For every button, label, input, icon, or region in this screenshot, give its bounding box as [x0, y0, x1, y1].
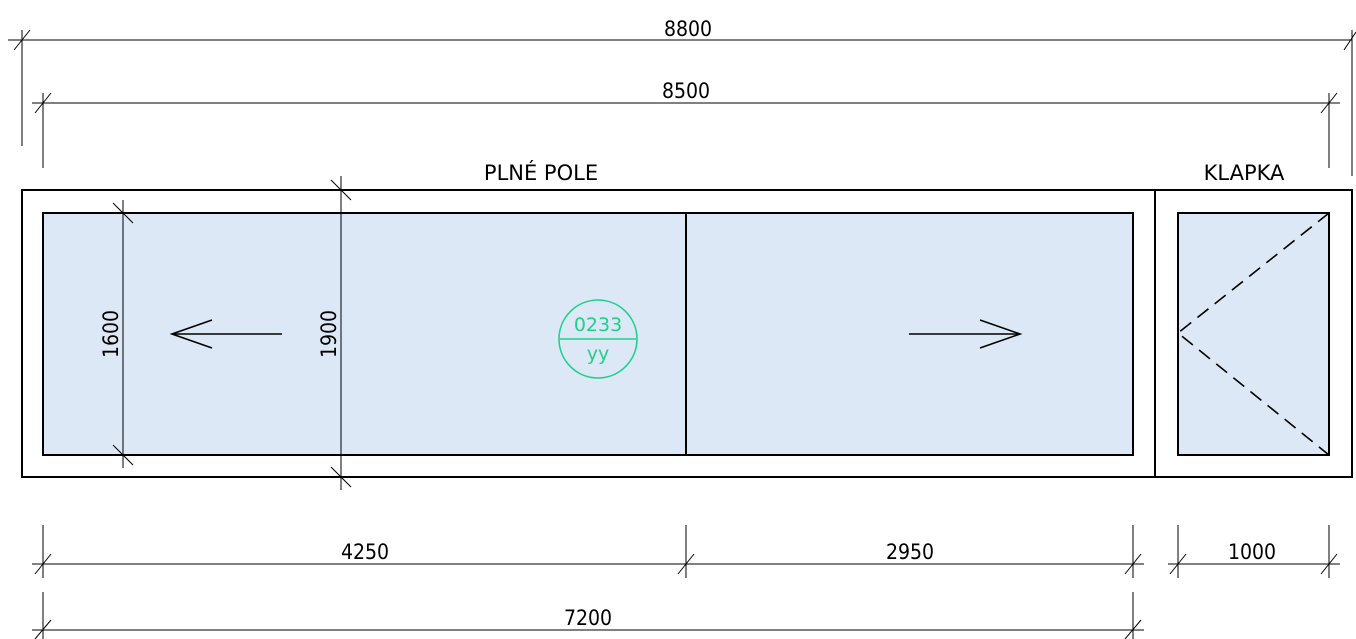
arrow-left-icon	[169, 319, 282, 349]
dimension-text-8800: 8800	[664, 17, 712, 41]
dimension-height-inner: 1600	[99, 200, 134, 468]
dimension-tick	[1169, 553, 1187, 575]
dimension-tick	[1124, 553, 1142, 575]
dimension-text-2950: 2950	[886, 540, 934, 564]
dimension-tick	[1320, 92, 1338, 114]
flap-glass-pane	[1177, 212, 1330, 456]
dimension-tick	[34, 92, 52, 114]
label-flap: KLAPKA	[1204, 161, 1285, 185]
dimension-flap-width: 1000	[1168, 525, 1340, 578]
dimension-tick	[112, 202, 134, 224]
arrow-right-icon	[909, 319, 1023, 349]
tag-sub: yy	[587, 343, 610, 365]
tag-code: 0233	[574, 314, 622, 336]
flap-frame	[1154, 189, 1353, 478]
label-fixed-panel: PLNÉ POLE	[484, 160, 598, 185]
dimension-overall-inner: 8500	[32, 79, 1340, 168]
dimension-tick	[1343, 31, 1356, 51]
dimension-tick	[330, 466, 352, 488]
dimension-combined-bottom: 7200	[32, 592, 1144, 639]
dimension-overall-outer: 8800	[8, 17, 1356, 176]
dimension-text-1000: 1000	[1228, 540, 1276, 564]
dimension-segments: 4250 2950	[32, 525, 1144, 578]
dimension-tick	[34, 553, 52, 575]
dimension-tick	[13, 29, 31, 51]
dimension-tick	[1124, 619, 1142, 639]
dimension-tick	[34, 619, 52, 639]
dimension-height-outer: 1900	[317, 176, 352, 490]
dimension-text-1900: 1900	[317, 310, 341, 358]
dimension-text-1600: 1600	[99, 310, 123, 358]
dimension-tick	[330, 179, 352, 201]
dimension-tick	[677, 553, 695, 575]
dimension-tick	[1320, 553, 1338, 575]
dimension-tick	[112, 444, 134, 466]
dimension-text-8500: 8500	[662, 79, 710, 103]
dimension-text-7200: 7200	[564, 606, 612, 630]
glass-pane-left	[42, 212, 687, 456]
item-tag: 0233 yy	[558, 299, 638, 379]
tag-circle	[558, 299, 638, 379]
dimension-text-4250: 4250	[341, 540, 389, 564]
